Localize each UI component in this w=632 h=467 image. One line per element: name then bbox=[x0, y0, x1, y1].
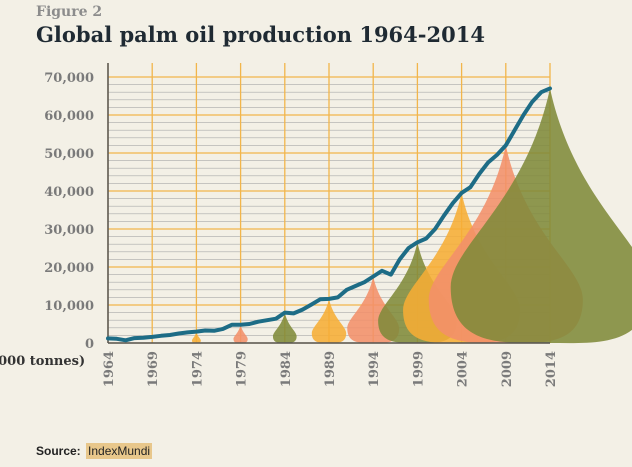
source-note: Source: IndexMundi bbox=[36, 443, 153, 459]
x-tick-label: 1994 bbox=[367, 351, 382, 387]
x-tick-label: 2009 bbox=[500, 351, 515, 387]
y-tick-label: 10,000 bbox=[44, 299, 94, 314]
y-axis-label: ('000 tonnes) bbox=[0, 354, 85, 369]
x-tick-label: 1984 bbox=[279, 351, 294, 387]
y-tick-label: 40,000 bbox=[44, 185, 94, 200]
oil-drop-1979 bbox=[233, 324, 248, 344]
oil-drop-1984 bbox=[272, 312, 297, 344]
y-tick-label: 20,000 bbox=[44, 261, 94, 276]
oil-drops bbox=[191, 88, 632, 344]
palm-oil-chart: 0 10,000 20,000 30,000 40,000 50,000 60,000 70,… bbox=[0, 63, 632, 387]
figure-label: Figure 2 bbox=[36, 4, 103, 20]
axes bbox=[107, 63, 550, 344]
x-tick-label: 1969 bbox=[146, 351, 161, 387]
oil-drop-1989 bbox=[311, 298, 347, 344]
y-tick-label: 0 bbox=[85, 337, 94, 352]
x-tick-label: 1964 bbox=[102, 351, 117, 387]
x-tick-label: 1989 bbox=[323, 351, 338, 387]
source-label: Source: bbox=[36, 444, 81, 458]
x-tick-label: 1974 bbox=[190, 351, 205, 387]
source-link[interactable]: IndexMundi bbox=[86, 443, 153, 459]
x-tick-label: 1999 bbox=[411, 351, 426, 387]
production-line bbox=[106, 86, 552, 343]
x-tick-label: 2014 bbox=[544, 351, 559, 387]
x-tick-label: 1979 bbox=[235, 351, 250, 387]
y-tick-label: 60,000 bbox=[44, 109, 94, 124]
oil-drop-1974 bbox=[191, 331, 201, 344]
chart-title: Global palm oil production 1964-2014 bbox=[36, 22, 485, 47]
y-tick-label: 70,000 bbox=[44, 71, 94, 86]
y-tick-label: 30,000 bbox=[44, 223, 94, 238]
x-tick-label: 2004 bbox=[456, 351, 471, 387]
y-tick-label: 50,000 bbox=[44, 147, 94, 162]
production-line-layer bbox=[106, 86, 552, 343]
oil-drop-2014 bbox=[450, 88, 632, 344]
y-tick-labels: 0 10,000 20,000 30,000 40,000 50,000 60,000 70,… bbox=[44, 71, 94, 352]
x-tick-labels: 1964 1969 1974 1979 1984 1989 1994 1999 2004 2009… bbox=[102, 351, 559, 387]
